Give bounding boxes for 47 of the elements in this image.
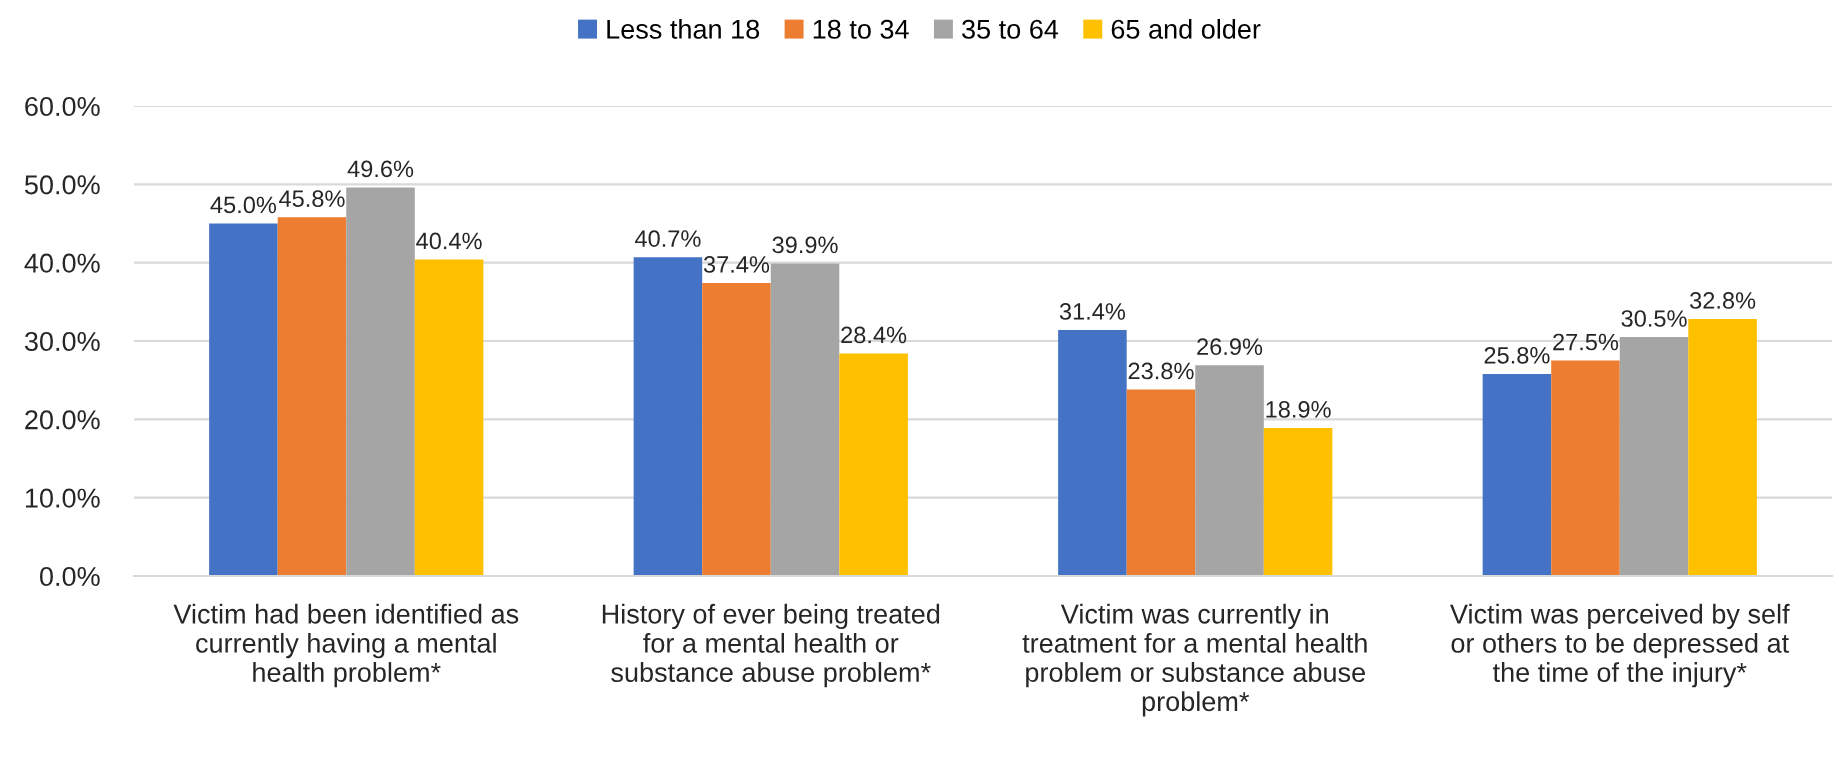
bar [1058, 330, 1127, 576]
bar [277, 217, 347, 576]
y-tick-label: 40.0% [24, 253, 100, 273]
y-tick-label: 30.0% [24, 331, 100, 352]
y-tick-label: 60.0% [25, 96, 100, 117]
bar [414, 259, 484, 576]
data-label: 28.4% [841, 326, 907, 344]
data-label: 18.9% [1266, 401, 1331, 418]
bar [770, 263, 840, 576]
bar [839, 353, 908, 576]
legend-label: 18 to 34 [813, 19, 909, 39]
data-label: 27.5% [1553, 333, 1619, 351]
data-label: 23.8% [1128, 362, 1194, 380]
data-label: 39.9% [772, 236, 838, 254]
data-label: 45.0% [210, 196, 277, 214]
y-tick-label: 10.0% [25, 488, 100, 508]
bar [1263, 427, 1333, 576]
x-tick-label: Victim was perceived by self or others to be depressed at the time of the injury* [1450, 603, 1790, 688]
legend-label: 35 to 64 [962, 19, 1059, 39]
data-label: 40.4% [416, 232, 482, 250]
bar [633, 257, 703, 576]
legend-label: Less than 18 [607, 18, 760, 39]
bar [346, 187, 415, 576]
data-label: 25.8% [1484, 346, 1550, 364]
bar [1126, 389, 1196, 576]
bar [1688, 319, 1757, 576]
data-label: 26.9% [1197, 338, 1263, 356]
x-tick-label: History of ever being treated for a mental health or substance abuse problem* [602, 603, 940, 688]
data-label: 45.8% [279, 190, 345, 208]
y-tick-label: 20.0% [25, 410, 100, 430]
bar [209, 223, 278, 576]
bar [1195, 365, 1264, 576]
data-label: 37.4% [703, 256, 770, 273]
data-label: 32.8% [1690, 292, 1756, 309]
y-tick-label: 50.0% [24, 175, 100, 195]
x-tick-label: Victim had been identified as currently having a mental health problem* [173, 603, 519, 688]
data-label: 31.4% [1059, 303, 1126, 320]
x-tick-label: Victim was currently in treatment for a mental health problem or substance abuse problem* [1022, 603, 1367, 717]
y-tick-label: 0.0% [40, 566, 100, 587]
data-label: 30.5% [1621, 310, 1687, 327]
bar [1551, 360, 1620, 576]
legend-label: 65 and older [1111, 18, 1261, 39]
data-label: 40.7% [634, 230, 701, 247]
data-label: 49.6% [347, 160, 414, 178]
bar [702, 283, 771, 576]
bar [1619, 337, 1689, 576]
bar [1482, 373, 1552, 576]
